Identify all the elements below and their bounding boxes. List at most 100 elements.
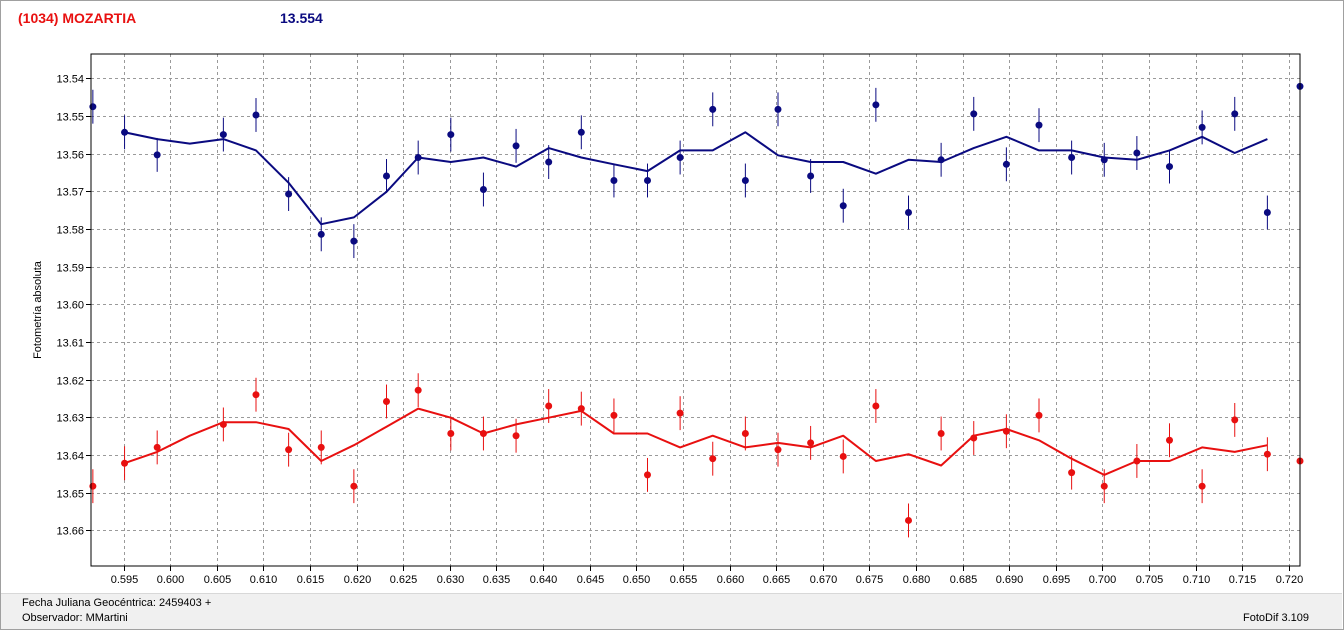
series-1-data-point (610, 176, 618, 184)
series-2-data-point (479, 429, 487, 437)
series-2-data-point (1133, 457, 1141, 465)
series-1-data-point (774, 105, 782, 113)
series-2-data-point (904, 516, 912, 524)
series-1-data-point (317, 230, 325, 238)
series-2-data-point (219, 420, 227, 428)
series-1-data-point (741, 176, 749, 184)
series-1-data-point (1100, 156, 1108, 164)
y-tick-label: 13.55 (56, 112, 84, 124)
y-tick-label: 13.56 (56, 150, 84, 162)
series-1-data-point (872, 101, 880, 109)
series-2-data-point (89, 482, 97, 490)
series-1-data-point (512, 142, 520, 150)
series-2-data-point (285, 446, 293, 454)
x-tick-label: 0.610 (250, 574, 278, 586)
series-1-data-point (1165, 163, 1173, 171)
series-2-data-point (447, 429, 455, 437)
series-1-data-point (479, 186, 487, 194)
x-tick-label: 0.710 (1183, 574, 1211, 586)
series-1-data-point (709, 105, 717, 113)
series-1-data-point (1133, 149, 1141, 157)
status-footer (1, 593, 1342, 629)
series-2-data-point (1068, 469, 1076, 477)
x-tick-label: 0.605 (204, 574, 232, 586)
y-tick-label: 13.57 (56, 187, 84, 199)
series-2-data-point (1035, 411, 1043, 419)
series-1-data-point (153, 151, 161, 159)
series-2-data-point (839, 452, 847, 460)
series-2-data-point (1100, 482, 1108, 490)
software-version: FotoDif 3.109 (1243, 612, 1310, 624)
series-2-data-point (1231, 416, 1239, 424)
series-1-data-point (350, 237, 358, 245)
series-1-fit-line (124, 131, 1268, 226)
series-2-data-point (807, 439, 815, 447)
y-tick-label: 13.65 (56, 489, 84, 501)
series-1-data-point (545, 158, 553, 166)
series-1-data-point (219, 131, 227, 139)
series-2-data-point (970, 434, 978, 442)
series-2-data-point (1002, 427, 1010, 435)
series-2-data-point (676, 409, 684, 417)
series-1-data-point (904, 208, 912, 216)
series-2-data-point (1198, 482, 1206, 490)
x-tick-label: 0.665 (763, 574, 791, 586)
series-2-data-point (121, 459, 129, 467)
y-axis-label: Fotometría absoluta (32, 260, 44, 359)
series (89, 69, 1304, 538)
series-2-data-point (1165, 436, 1173, 444)
y-tick-label: 13.58 (56, 225, 84, 237)
x-tick-label: 0.625 (390, 574, 418, 586)
x-tick-label: 0.645 (577, 574, 605, 586)
object-magnitude: 13.554 (280, 10, 323, 26)
series-1-data-point (1002, 160, 1010, 168)
y-tick-label: 13.62 (56, 376, 84, 388)
series-2-data-point (414, 386, 422, 394)
x-tick-label: 0.705 (1136, 574, 1164, 586)
y-tick-label: 13.60 (56, 300, 84, 312)
x-tick-label: 0.700 (1089, 574, 1117, 586)
y-tick-label: 13.61 (56, 338, 84, 350)
x-tick-label: 0.715 (1229, 574, 1257, 586)
julian-date-label: Fecha Juliana Geocéntrica: 2459403 + (22, 597, 212, 609)
series-1-data-point (121, 128, 129, 136)
series-1-data-point (1263, 208, 1271, 216)
plot-border (90, 53, 1301, 567)
x-tick-label: 0.620 (344, 574, 372, 586)
series-2-data-point (872, 402, 880, 410)
series-1-data-point (577, 128, 585, 136)
x-tick-label: 0.670 (810, 574, 838, 586)
series-2-data-point (937, 429, 945, 437)
series-1-data-point (807, 172, 815, 180)
x-tick-label: 0.720 (1276, 574, 1304, 586)
x-tick-label: 0.685 (950, 574, 978, 586)
series-2-data-point (577, 405, 585, 413)
y-tick-label: 13.59 (56, 263, 84, 275)
x-tick-label: 0.600 (157, 574, 185, 586)
series-2-fit-line (124, 407, 1268, 476)
object-title: (1034) MOZARTIA (18, 10, 137, 26)
series-2-data-point (774, 446, 782, 454)
x-tick-label: 0.615 (297, 574, 325, 586)
series-2-data-point (545, 402, 553, 410)
series-1-data-point (1231, 110, 1239, 118)
x-tick-label: 0.640 (530, 574, 558, 586)
series-2-data-point (512, 432, 520, 440)
axes: 0.595 0.600 0.605 0.610 0.615 0.620 0.625 0.630… (56, 53, 1304, 586)
light-curve-chart: 0.595 0.600 0.605 0.610 0.615 0.620 0.625 0.630… (32, 53, 1304, 586)
series-2-data-point (350, 482, 358, 490)
x-tick-label: 0.650 (623, 574, 651, 586)
series-1-data-point (1068, 154, 1076, 162)
observer-label: Observador: MMartini (22, 612, 128, 624)
series-2-data-point (709, 455, 717, 463)
grid (91, 54, 1300, 566)
y-tick-label: 13.64 (56, 451, 84, 463)
x-tick-label: 0.695 (1043, 574, 1071, 586)
series-1-data-point (937, 156, 945, 164)
y-tick-label: 13.63 (56, 413, 84, 425)
x-tick-label: 0.630 (437, 574, 465, 586)
x-tick-label: 0.690 (996, 574, 1024, 586)
y-tick-label: 13.66 (56, 526, 84, 538)
series-2-data-point (741, 429, 749, 437)
series-1-data-point (382, 172, 390, 180)
